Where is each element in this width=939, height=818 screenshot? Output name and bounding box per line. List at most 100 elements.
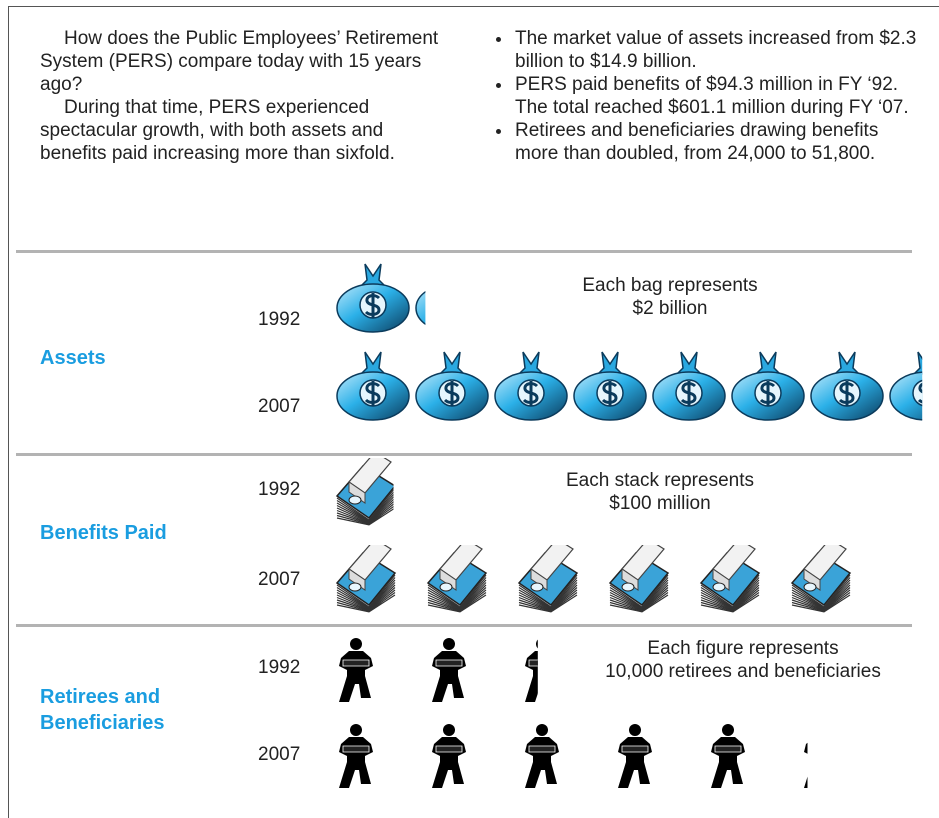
figure-arms — [342, 745, 370, 753]
icon-row — [335, 539, 939, 613]
icon — [804, 742, 834, 788]
bullet: PERS paid benefits of $94.3 million in F… — [513, 73, 923, 119]
year-label: 1992 — [258, 479, 301, 500]
stack-layer — [518, 594, 578, 613]
icon — [883, 539, 939, 612]
figure-arms — [342, 659, 370, 667]
figure-head — [536, 724, 548, 736]
bag-body — [415, 290, 426, 326]
icon — [608, 545, 670, 613]
figure-body — [711, 737, 745, 788]
bag-dollar — [601, 381, 618, 406]
year-label: 1992 — [258, 309, 301, 330]
icon — [573, 351, 647, 421]
bag-neck — [517, 351, 545, 375]
icon — [731, 351, 805, 421]
icon — [339, 638, 373, 702]
bag-dollar — [680, 381, 697, 406]
section-rule — [16, 453, 912, 456]
section-rule — [16, 250, 912, 253]
stack-layer — [883, 580, 939, 608]
row-label: Retirees and Beneficiaries — [40, 686, 165, 734]
row-label: Benefits Paid — [40, 522, 167, 544]
icon — [415, 264, 464, 326]
stack-portrait — [348, 495, 362, 505]
stack-layer — [883, 588, 939, 611]
icon — [711, 724, 745, 788]
figure-body — [804, 742, 808, 788]
icon — [336, 351, 410, 421]
bag-neck — [833, 351, 861, 375]
figure-head — [536, 639, 538, 649]
stack-layer — [883, 590, 939, 611]
figure-body — [525, 651, 538, 702]
stack-layer — [883, 583, 939, 609]
icon — [339, 724, 373, 788]
paragraph: During that time, PERS experienced spect… — [40, 97, 395, 164]
year-label: 1992 — [258, 657, 301, 678]
stack-layer — [883, 595, 939, 612]
stack-layer — [883, 575, 939, 607]
figure-head — [629, 724, 641, 736]
icon — [790, 545, 852, 613]
figure-body — [339, 737, 373, 788]
icon — [335, 458, 394, 526]
stack-layer — [883, 578, 939, 608]
stack-portrait — [530, 582, 544, 592]
stack-layer — [609, 594, 669, 613]
unit-text: Each stack represents — [566, 470, 754, 491]
figure-arms — [435, 659, 463, 667]
figure-arms — [714, 745, 742, 753]
paragraph: How does the Public Employees’ Retiremen… — [40, 28, 439, 95]
icon — [810, 351, 884, 421]
bag-emblem — [912, 379, 923, 407]
figure-arms — [435, 745, 463, 753]
bag-dollar — [443, 381, 460, 406]
unit-value: $100 million — [609, 493, 711, 514]
icon — [889, 351, 923, 421]
bag-dollar — [522, 381, 539, 406]
unit-text: Each figure represents — [647, 638, 839, 659]
bag-dollar — [364, 293, 381, 318]
bullet: Retirees and beneficiaries drawing benef… — [513, 119, 923, 165]
bag-neck — [596, 351, 624, 375]
bag-dollar — [445, 293, 458, 318]
icon-row — [336, 263, 464, 333]
stack-band-side — [803, 568, 821, 591]
stack-portrait — [803, 582, 817, 592]
stack-portrait — [348, 582, 362, 592]
section-rule — [16, 624, 912, 627]
icon — [525, 724, 559, 788]
icon-row — [335, 458, 394, 526]
stack-layer — [883, 585, 939, 609]
figure-arms — [808, 746, 834, 752]
icon — [432, 724, 466, 788]
figure-head — [443, 638, 455, 650]
bag-neck — [440, 264, 464, 286]
figure-body — [432, 651, 466, 702]
year-label: 2007 — [258, 396, 301, 417]
year-label: 2007 — [258, 569, 301, 590]
stack-layer — [791, 594, 851, 613]
stack-portrait — [712, 582, 726, 592]
year-label: 2007 — [258, 744, 301, 765]
bag-neck — [438, 351, 466, 375]
icon — [494, 351, 568, 421]
icon — [525, 639, 538, 702]
unit-value: $2 billion — [632, 298, 708, 319]
figure-body — [618, 737, 652, 788]
row-label: Assets — [40, 347, 106, 369]
figure-body — [432, 737, 466, 788]
stack-layer — [336, 594, 396, 613]
icon — [432, 638, 466, 702]
bag-dollar — [364, 381, 381, 406]
bullet-box: The market value of assets increased fro… — [493, 27, 923, 165]
bag-body — [889, 371, 923, 421]
icon — [426, 545, 488, 613]
stack-band-side — [348, 568, 366, 591]
icon — [618, 724, 652, 788]
stack-band-side — [621, 568, 639, 591]
bag-neck — [912, 351, 923, 375]
stack-layer — [700, 594, 760, 613]
